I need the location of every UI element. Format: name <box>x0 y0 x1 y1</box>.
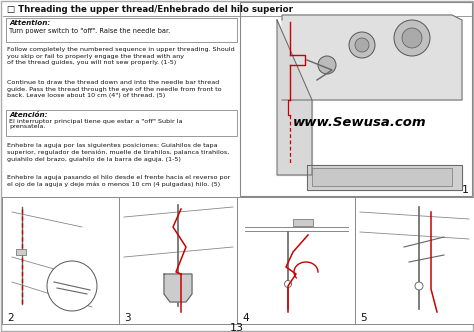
Bar <box>237 197 356 324</box>
Text: Enhebre la aguja pasando el hilo desde el frente hacia el reverso por
el ojo de : Enhebre la aguja pasando el hilo desde e… <box>7 175 230 187</box>
Text: Enhebre la aguja por las siguientes posiciones: Guiahilos de tapa
superior, regu: Enhebre la aguja por las siguientes posi… <box>7 143 229 162</box>
Polygon shape <box>277 20 312 175</box>
Text: 4: 4 <box>242 313 249 323</box>
Text: 3: 3 <box>124 313 131 323</box>
Polygon shape <box>282 15 462 100</box>
Text: www.Sewusa.com: www.Sewusa.com <box>293 116 427 128</box>
Text: Follow completely the numbered sequence in upper threading. Should
you skip or f: Follow completely the numbered sequence … <box>7 47 235 65</box>
Bar <box>293 219 313 226</box>
Circle shape <box>349 32 375 58</box>
Bar <box>2 197 120 324</box>
Text: 13: 13 <box>230 323 244 332</box>
Bar <box>312 168 452 186</box>
Circle shape <box>402 28 422 48</box>
Bar <box>240 2 472 196</box>
Bar <box>16 249 26 255</box>
Text: □ Threading the upper thread/Enhebrado del hilo superior: □ Threading the upper thread/Enhebrado d… <box>7 6 293 15</box>
Text: Continue to draw the thread down and into the needle bar thread
guide. Pass the : Continue to draw the thread down and int… <box>7 80 222 98</box>
Circle shape <box>355 38 369 52</box>
Bar <box>6 18 237 42</box>
Text: El interruptor principal tiene que estar a "off" Subir la
prensatela.: El interruptor principal tiene que estar… <box>9 119 182 129</box>
Text: Turn power switch to "off". Raise the needle bar.: Turn power switch to "off". Raise the ne… <box>9 28 170 34</box>
Polygon shape <box>164 274 192 302</box>
Text: Attention:: Attention: <box>9 20 50 26</box>
Polygon shape <box>307 165 462 190</box>
Circle shape <box>415 282 423 290</box>
Circle shape <box>284 281 292 288</box>
Bar <box>6 110 237 136</box>
Text: 1: 1 <box>462 185 468 195</box>
Bar <box>355 197 474 324</box>
Text: Atención:: Atención: <box>9 112 47 118</box>
Text: 5: 5 <box>360 313 366 323</box>
Text: 2: 2 <box>7 313 14 323</box>
Circle shape <box>394 20 430 56</box>
Circle shape <box>47 261 97 311</box>
Bar <box>119 197 238 324</box>
Circle shape <box>318 56 336 74</box>
